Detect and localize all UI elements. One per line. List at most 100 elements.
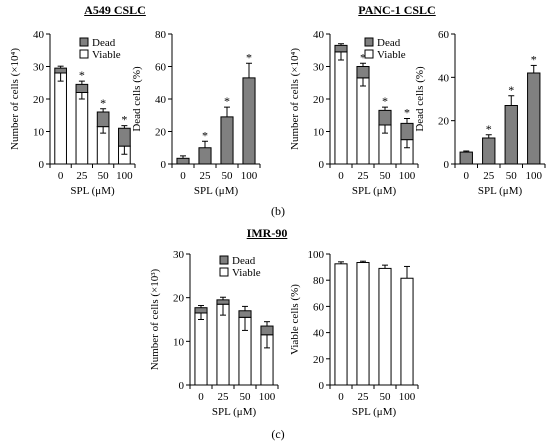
panc1-dead-bar (504, 105, 518, 165)
a549-count-significance-star: * (79, 68, 85, 82)
a549-dead-bar (220, 116, 234, 165)
a549-count-y-tick-label: 30 (33, 62, 45, 74)
a549-dead-x-tick-label: 0 (180, 170, 186, 182)
a549-dead-significance-star: * (246, 50, 252, 64)
a549-count-bar-dead (96, 111, 110, 128)
imr90-viable-x-tick-label: 100 (399, 391, 416, 403)
panc1-dead-x-label: SPL (μM) (478, 185, 523, 197)
panc1-count-legend-label-viable: Viable (377, 49, 406, 61)
a549-dead-y-tick-label: 80 (155, 29, 167, 41)
imr90-viable-y-tick-label: 40 (313, 328, 325, 340)
a549-dead-x-tick-label: 50 (222, 170, 234, 182)
a549-dead-x-tick-label: 25 (200, 170, 212, 182)
panc1-count-bar-dead (400, 122, 414, 141)
panc1-count-significance-star: * (360, 50, 366, 64)
a549-dead-bar (242, 77, 256, 165)
a549-count-y-label: Number of cells (×10⁴) (9, 48, 21, 150)
imr90-count-legend-swatch-viable (219, 267, 229, 277)
panc1-count-significance-star: * (382, 94, 388, 108)
panc1-count-legend-swatch-dead (364, 37, 374, 47)
imr90-count-bar-dead (216, 299, 230, 305)
panc1-count-x-tick-label: 25 (358, 170, 370, 182)
a549-count-y-tick-label: 40 (33, 29, 45, 41)
panel-label-b: (b) (271, 204, 285, 218)
imr90-viable-bar (400, 277, 414, 386)
imr90-viable-y-tick-label: 100 (308, 249, 325, 261)
panc1-dead-x-tick-label: 0 (464, 170, 470, 182)
panc1-dead-y-tick-label: 40 (438, 72, 450, 84)
panel-label-c: (c) (271, 427, 285, 441)
panc1-count-bar-viable (356, 77, 370, 165)
a549-count-bar-viable (75, 92, 89, 165)
a549-count-x-tick-label: 50 (98, 170, 110, 182)
panc1-dead-bar (527, 72, 541, 165)
a549-count-bar-dead (54, 67, 67, 74)
panc1-count-bar-viable (334, 51, 348, 165)
a549-dead-bar (198, 147, 212, 165)
panc1-dead-bar (459, 151, 473, 165)
imr90-count-y-tick-label: 30 (173, 249, 185, 261)
a549-count-bar-viable (54, 72, 67, 165)
imr90-count-bar-viable (216, 303, 230, 386)
panc1-dead-y-tick-label: 20 (438, 116, 450, 128)
a549-count-bar-dead (75, 83, 89, 93)
a549-count-bar-dead (118, 127, 131, 147)
imr90-viable-y-tick-label: 0 (319, 380, 325, 392)
imr90-count-x-label: SPL (μM) (212, 406, 257, 418)
imr90-viable-x-tick-label: 25 (358, 391, 370, 403)
panc1-count-y-tick-label: 30 (313, 62, 325, 74)
a549-count-x-tick-label: 100 (116, 170, 133, 182)
panc1-dead-y-label: Dead cells (%) (414, 66, 426, 132)
imr90-count-x-tick-label: 100 (259, 391, 276, 403)
imr90-count-y-label: Number of cells (×10³) (149, 268, 161, 370)
imr90-viable-x-tick-label: 0 (338, 391, 344, 403)
panc1-count-y-tick-label: 20 (313, 94, 325, 106)
panc1-count-bar-dead (378, 109, 392, 126)
imr90-count-bar-dead (194, 307, 208, 314)
imr90-count-x-tick-label: 0 (198, 391, 204, 403)
panc1-count-y-tick-label: 40 (313, 29, 325, 41)
title-panc1: PANC-1 CSLC (358, 3, 436, 17)
panc1-count-bar-dead (334, 44, 348, 53)
a549-dead-x-tick-label: 100 (241, 170, 258, 182)
imr90-count-legend-label-viable: Viable (232, 267, 261, 279)
a549-count-legend-label-viable: Viable (92, 49, 121, 61)
a549-count-significance-star: * (121, 113, 127, 127)
a549-count-legend-label-dead: Dead (92, 37, 116, 49)
imr90-viable-y-tick-label: 20 (313, 354, 325, 366)
panc1-count-significance-star: * (404, 106, 410, 120)
a549-dead-y-tick-label: 60 (155, 62, 167, 74)
imr90-viable-x-label: SPL (μM) (352, 406, 397, 418)
a549-dead-y-label: Dead cells (%) (131, 66, 143, 132)
a549-dead-significance-star: * (202, 128, 208, 142)
title-imr90: IMR-90 (246, 226, 288, 240)
panc1-count-legend-swatch-viable (364, 49, 374, 59)
panc1-dead-significance-star: * (531, 52, 537, 66)
imr90-viable-x-tick-label: 50 (380, 391, 392, 403)
panc1-count-y-label: Number of cells (×10⁴) (289, 48, 301, 150)
panc1-count-x-tick-label: 100 (399, 170, 416, 182)
panc1-count-x-label: SPL (μM) (352, 185, 397, 197)
a549-dead-significance-star: * (224, 94, 230, 108)
imr90-viable-y-label: Viable cells (%) (289, 284, 301, 355)
a549-count-y-tick-label: 20 (33, 94, 45, 106)
panc1-dead-y-tick-label: 60 (438, 29, 450, 41)
imr90-count-y-tick-label: 10 (173, 336, 185, 348)
imr90-viable-bar (378, 267, 392, 386)
imr90-viable-bar (356, 262, 370, 386)
imr90-viable-y-tick-label: 60 (313, 301, 325, 313)
imr90-count-y-tick-label: 0 (179, 380, 185, 392)
a549-dead-y-tick-label: 40 (155, 94, 167, 106)
imr90-count-legend-label-dead: Dead (232, 255, 256, 267)
imr90-viable-bar (334, 263, 348, 386)
imr90-count-bar-viable (194, 312, 208, 386)
a549-dead-x-label: SPL (μM) (194, 185, 239, 197)
panc1-dead-y-tick-label: 0 (444, 159, 450, 171)
imr90-count-x-tick-label: 25 (218, 391, 230, 403)
panc1-dead-x-tick-label: 25 (483, 170, 495, 182)
panc1-count-bar-dead (356, 66, 370, 79)
imr90-count-bar-dead (238, 310, 252, 318)
a549-count-legend-swatch-viable (79, 49, 89, 59)
a549-count-y-tick-label: 10 (33, 127, 45, 139)
